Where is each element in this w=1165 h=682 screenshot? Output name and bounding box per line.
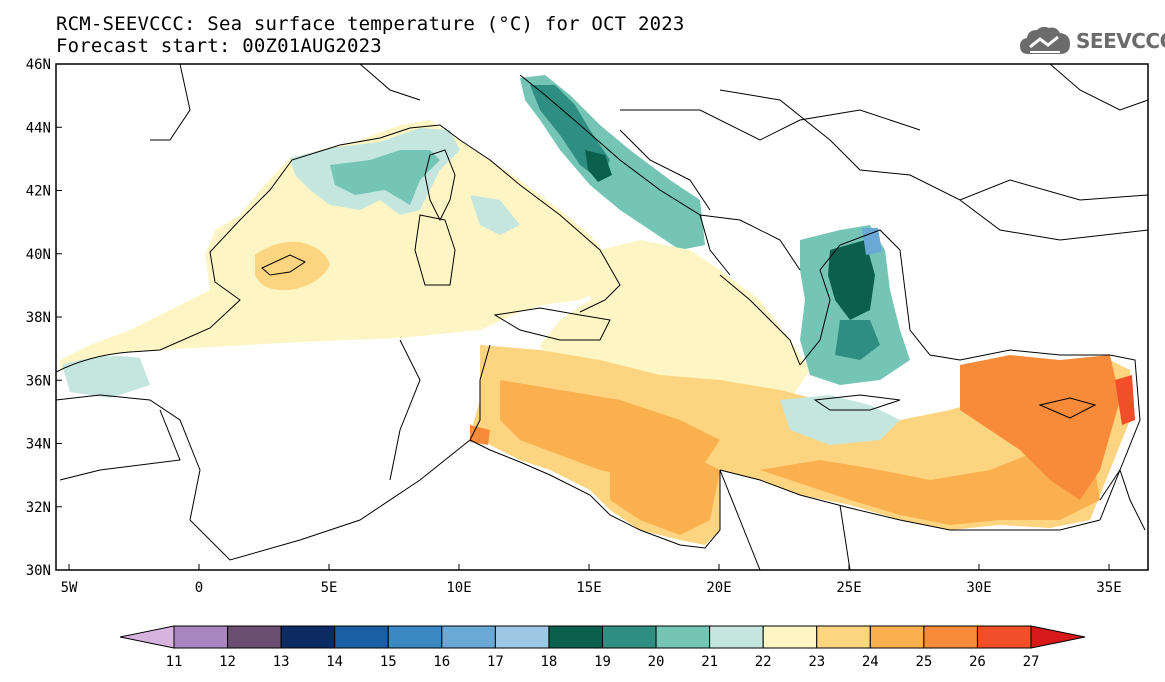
colorbar-label: 19 [594,654,611,670]
sst-field [60,75,1135,545]
x-tick-label: 30E [966,580,991,596]
colorbar-label: 11 [166,654,183,670]
y-tick-label: 34N [26,437,51,453]
colorbar-box [387,625,443,649]
colorbar-label: 12 [219,654,236,670]
colorbar-label: 26 [969,654,986,670]
y-tick-label: 44N [26,120,51,136]
colorbar-label: 25 [915,654,932,670]
colorbar-box [280,625,336,649]
colorbar-box [548,625,603,649]
colorbar-label: 15 [380,654,397,670]
colorbar-label: 24 [862,654,879,670]
colorbar-label: 18 [541,654,558,670]
colorbar-box [655,625,711,649]
y-tick-label: 36N [26,373,51,389]
x-tick-label: 10E [446,580,471,596]
y-axis-ticks: 30N 32N 34N 36N 38N 40N 42N 44N 46N [26,57,62,579]
y-tick-label: 42N [26,184,51,200]
x-tick-label: 25E [836,580,861,596]
seevccc-logo: SEEVCCC [1018,24,1165,58]
colorbar-label: 22 [755,654,772,670]
colorbar-extend-high [1030,625,1086,649]
x-tick-label: 35E [1096,580,1121,596]
colorbar-label: 16 [433,654,450,670]
x-tick-label: 5E [321,580,338,596]
y-tick-label: 32N [26,500,51,516]
y-tick-label: 40N [26,247,51,263]
colorbar-box [816,625,871,649]
sst-balearic [255,241,330,291]
colorbar-box [923,625,978,649]
colorbar-label: 17 [487,654,504,670]
y-tick-label: 38N [26,310,51,326]
x-tick-label: 5W [61,580,78,596]
colorbar-label: 23 [808,654,825,670]
colorbar-label: 13 [273,654,290,670]
coastlines [56,64,1148,570]
x-axis-ticks: 5W 0 5E 10E 15E 20E 25E 30E 35E [61,564,1122,596]
y-tick-label: 46N [26,57,51,73]
colorbar-box [869,625,925,649]
sst-tyrrhenian [455,160,610,305]
colorbar-box [227,625,282,649]
colorbar-box [494,625,550,649]
logo-text: SEEVCCC [1076,29,1165,53]
colorbar-box [173,625,229,649]
x-tick-label: 15E [576,580,601,596]
x-tick-label: 20E [706,580,731,596]
colorbar: 11 12 13 14 15 16 17 18 19 20 21 22 23 24 25 26 27 [119,625,1086,670]
colorbar-box [602,625,657,649]
colorbar-extend-low [119,625,175,649]
colorbar-label: 14 [326,654,343,670]
colorbar-label: 20 [648,654,665,670]
cloud-icon [1020,26,1070,54]
colorbar-box [334,625,389,649]
map-title: RCM-SEEVCCC: Sea surface temperature (°C… [56,13,685,35]
forecast-start-subtitle: Forecast start: 00Z01AUG2023 [56,35,382,57]
colorbar-box [762,625,818,649]
colorbar-box [441,625,496,649]
colorbar-box [709,625,764,649]
y-tick-label: 30N [26,563,51,579]
colorbar-label: 21 [701,654,718,670]
colorbar-box [976,625,1032,649]
x-tick-label: 0 [195,580,203,596]
colorbar-label: 27 [1023,654,1040,670]
